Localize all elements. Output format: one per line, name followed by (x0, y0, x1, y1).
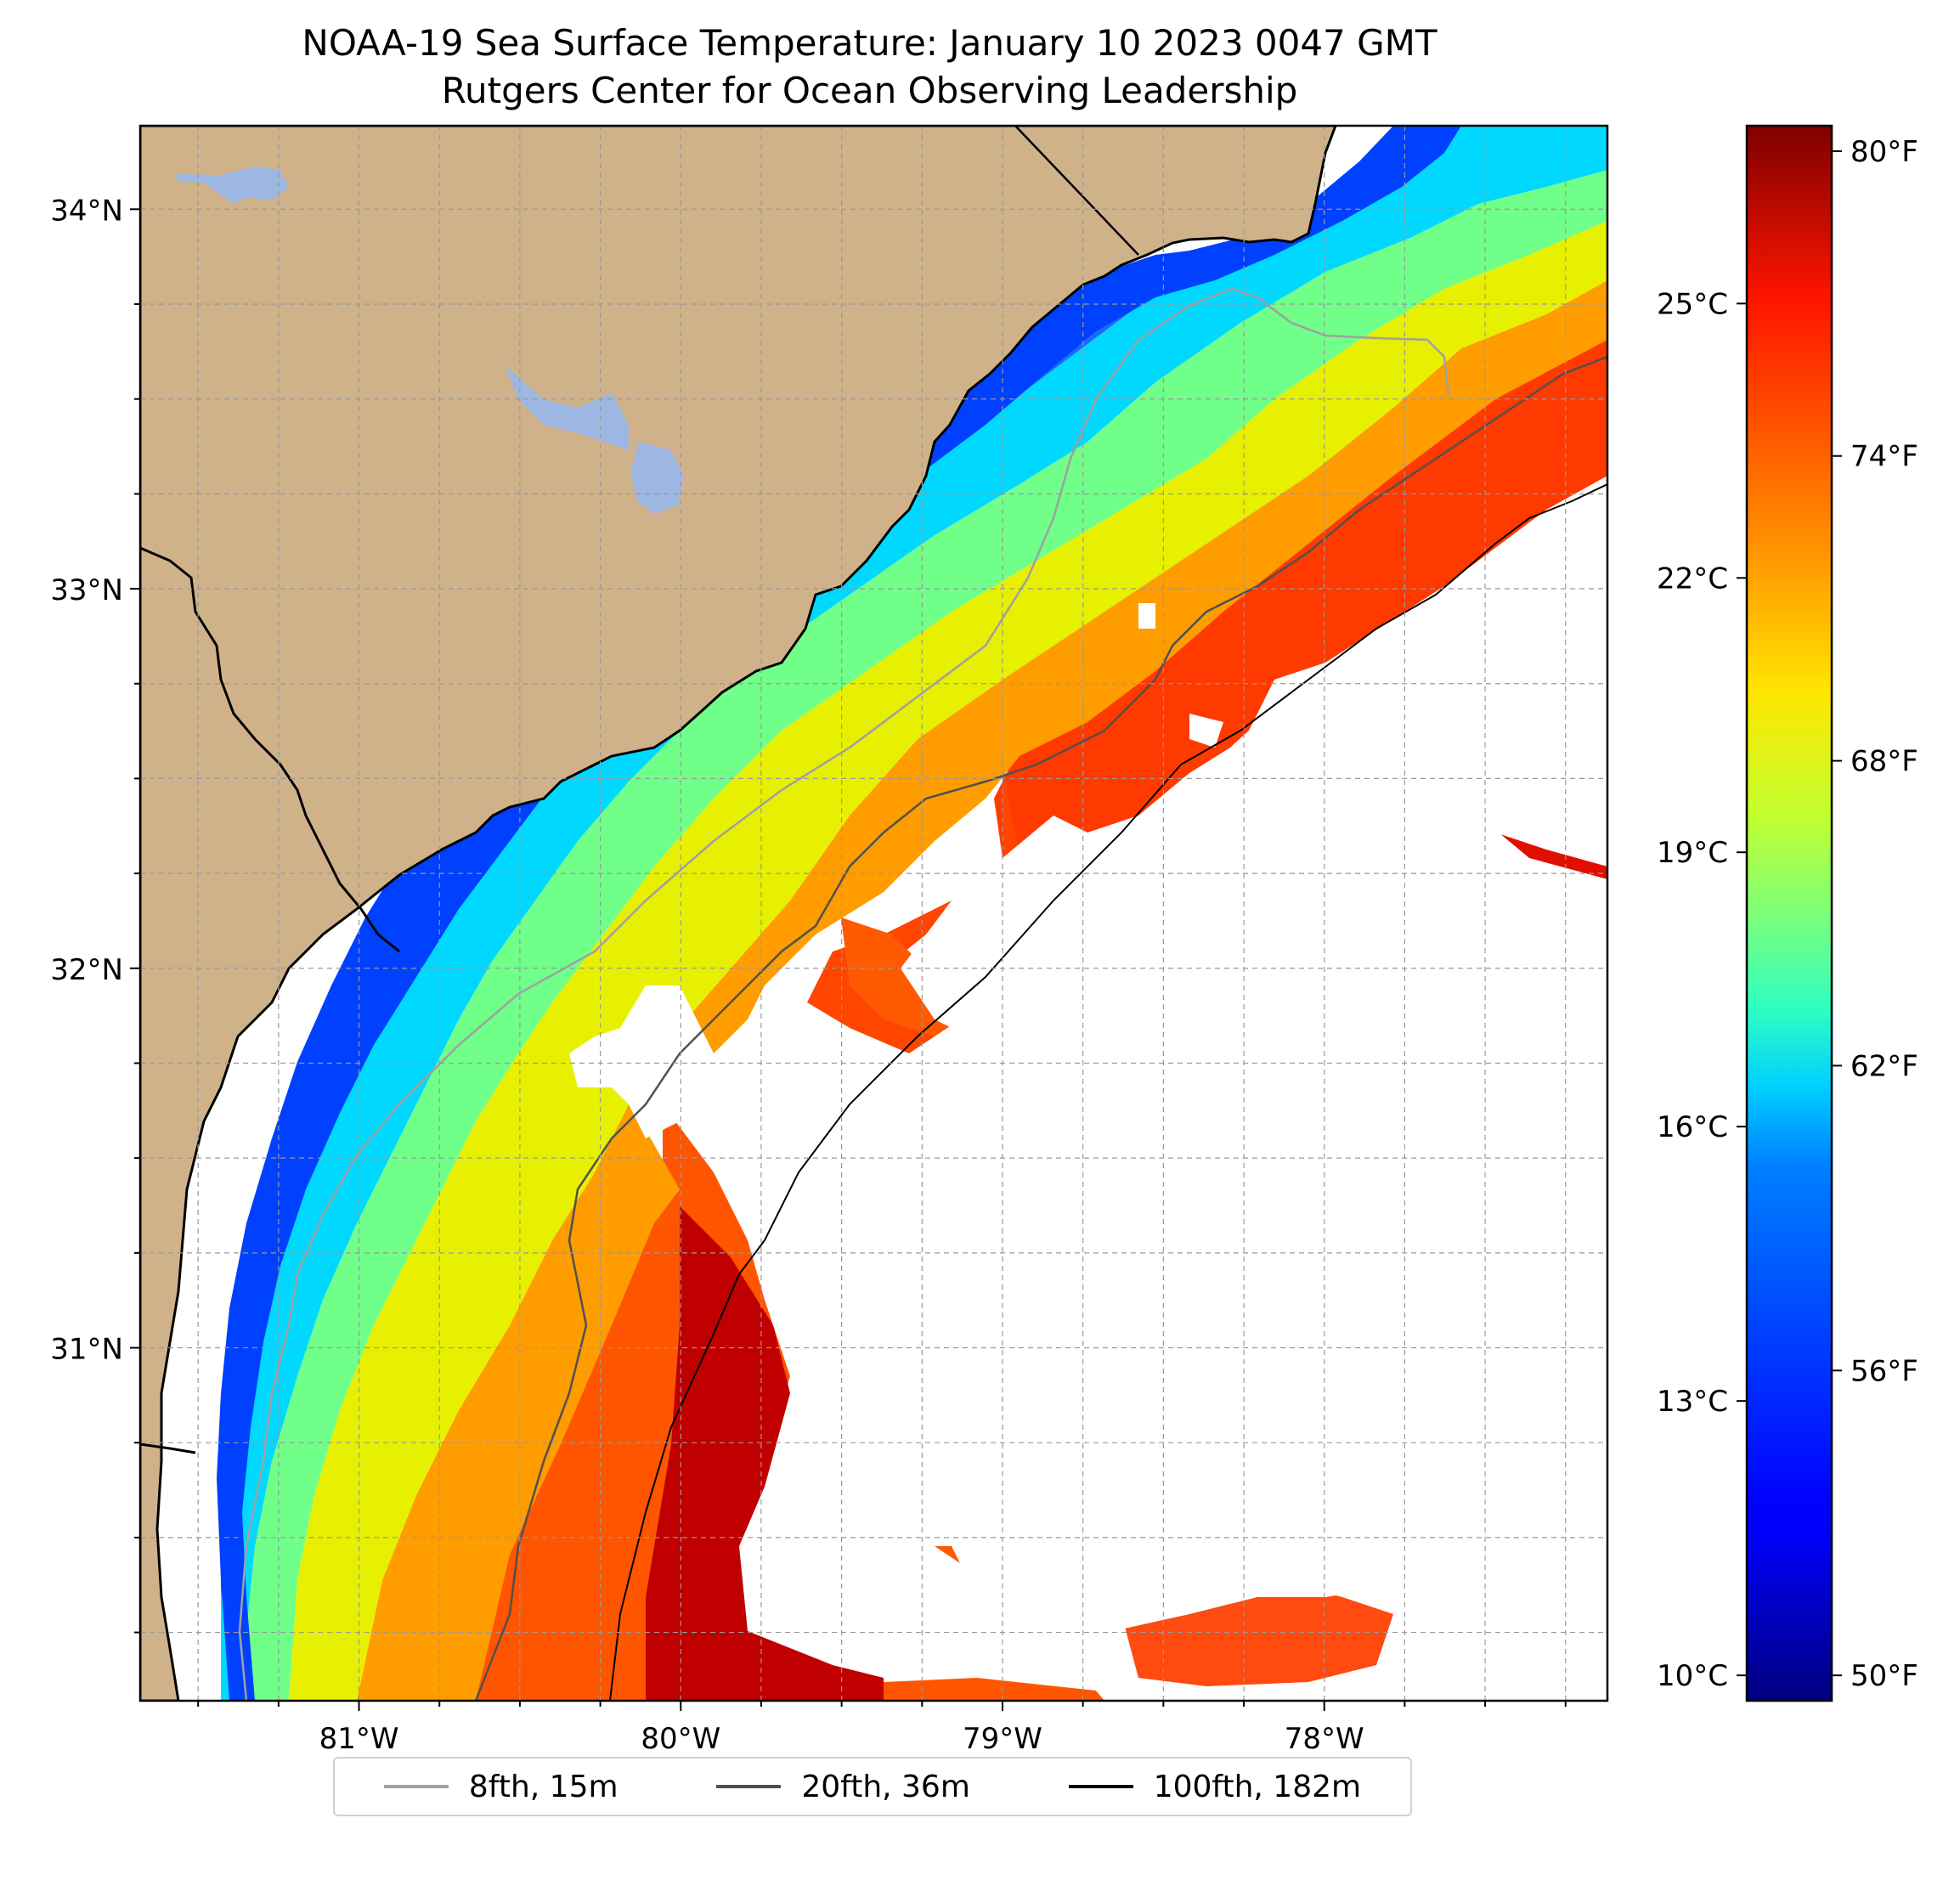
lon-tick-label: 78°W (1285, 1722, 1364, 1756)
lake-north (175, 167, 289, 204)
lon-tick-label: 81°W (319, 1722, 399, 1756)
lat-tick-label: 31°N (50, 1333, 123, 1367)
colorbar-f-tick-label: 74°F (1850, 440, 1918, 474)
lake-moultrie (630, 442, 684, 514)
colorbar-f-tick-label: 56°F (1850, 1354, 1918, 1388)
cloud-mask-east-4 (1138, 603, 1155, 629)
inland-river-boundary (140, 546, 400, 953)
axis-labels: 34°N 33°N 32°N 31°N 81°W 80°W 79°W 78°W (50, 194, 1364, 1756)
sst-orange-band (357, 280, 1607, 1701)
legend-swatch-100fth (1068, 1785, 1133, 1788)
legend-swatch-20fth (716, 1785, 782, 1788)
colorbar-c-tick-label: 22°C (1657, 562, 1728, 596)
contour-20fth (474, 355, 1607, 1701)
map-subtitle: Rutgers Center for Ocean Observing Leade… (441, 70, 1298, 111)
sst-hot-core-south (646, 1206, 884, 1701)
colorbar-f-tick-label: 68°F (1850, 745, 1918, 779)
gridlines (140, 126, 1607, 1701)
cloud-masks (569, 484, 1607, 1665)
inland-river-south (140, 1442, 196, 1454)
legend-label-20fth: 20fth, 36m (801, 1769, 970, 1804)
legend-item-20fth: 20fth, 36m (716, 1770, 970, 1804)
colorbar-c-tick-label: 19°C (1657, 836, 1728, 870)
colorbar-c-tick-label: 16°C (1657, 1110, 1728, 1144)
cloud-mask-east-2 (1478, 705, 1538, 748)
lat-tick-label: 34°N (50, 194, 123, 228)
axis-ticks (130, 208, 1567, 1711)
colorbar: 50°F 56°F 62°F 68°F 74°F 80°F 10°C 13°C 16°C 19°C… (1657, 124, 1918, 1702)
cloud-mask-west-blob (569, 985, 714, 1138)
lat-tick-label: 33°N (50, 573, 123, 607)
legend-swatch-8fth (383, 1785, 449, 1788)
cloud-mask-east-3 (1376, 663, 1419, 714)
lat-tick-label: 32°N (50, 953, 123, 987)
sst-green-band (246, 170, 1607, 1701)
legend-item-8fth: 8fth, 15m (383, 1769, 619, 1804)
sst-warm-band-north (994, 280, 1607, 867)
lon-tick-label: 79°W (963, 1722, 1042, 1756)
legend-label-100fth: 100fth, 182m (1153, 1769, 1362, 1804)
colorbar-c-tick-label: 10°C (1657, 1659, 1728, 1693)
cloud-mask-east-1 (1427, 629, 1461, 663)
legend-item-100fth: 100fth, 182m (1068, 1769, 1362, 1804)
map-area (140, 126, 1607, 1701)
colorbar-f-tick-label: 80°F (1850, 135, 1918, 169)
contour-8fth (238, 287, 1450, 1701)
legend: 8fth, 15m 20fth, 36m 100fth, 182m (333, 1757, 1412, 1816)
cloud-mask-main (731, 484, 1607, 1665)
sst-cyan-band (221, 126, 1607, 1701)
legend-label-8fth: 8fth, 15m (468, 1769, 619, 1804)
colorbar-gradient (1745, 124, 1833, 1702)
map-frame (138, 124, 1609, 1702)
map-title: NOAA-19 Sea Surface Temperature: January… (302, 22, 1438, 64)
lon-tick-label: 80°W (641, 1722, 720, 1756)
lake-marion (505, 365, 629, 450)
contour-100fth (609, 483, 1607, 1701)
state-boundary (1014, 126, 1139, 256)
colorbar-ticks: 50°F 56°F 62°F 68°F 74°F 80°F 10°C 13°C 16°C 19°C… (1657, 135, 1918, 1693)
colorbar-c-tick-label: 13°C (1657, 1385, 1728, 1419)
colorbar-f-tick-label: 62°F (1850, 1049, 1918, 1083)
colorbar-c-tick-label: 25°C (1657, 287, 1728, 321)
colorbar-f-tick-label: 50°F (1850, 1659, 1918, 1693)
cloud-mask-east-5 (1189, 714, 1223, 748)
